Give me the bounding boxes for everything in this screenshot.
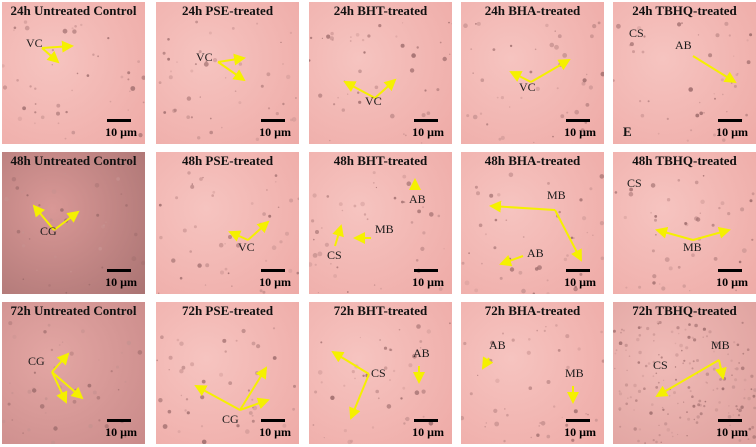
micrograph-panel: 48h BHT-treated AB MB CS 10 µm bbox=[309, 152, 452, 294]
annotation-label: AB bbox=[413, 346, 430, 360]
micrograph-image bbox=[461, 2, 604, 144]
annotation-label: MB bbox=[711, 338, 730, 352]
panel-title: 72h BHT-treated bbox=[333, 303, 428, 318]
micrograph-image bbox=[2, 302, 145, 444]
micrograph-image bbox=[156, 2, 299, 144]
annotation-label: MB bbox=[375, 222, 394, 236]
micrograph-panel: 72h PSE-treated CG 10 µm bbox=[156, 302, 299, 444]
annotation-label: VC bbox=[519, 80, 536, 94]
panel-title: 72h BHA-treated bbox=[484, 303, 581, 318]
scale-bar bbox=[718, 269, 742, 272]
micrograph-panel: 48h BHA-treated MB AB 10 µm bbox=[461, 152, 604, 294]
micrograph-panel: 48h TBHQ-treated CS MB 10 µm bbox=[613, 152, 756, 294]
micrograph-image bbox=[2, 2, 145, 144]
panel-title: 24h TBHQ-treated bbox=[632, 3, 737, 18]
micrograph-panel: 24h BHA-treated VC 10 µm bbox=[461, 2, 604, 144]
micrograph-panel: 72h Untreated Control CG 10 µm bbox=[2, 302, 145, 444]
annotation-label: AB bbox=[675, 38, 692, 52]
micrograph-image bbox=[461, 152, 604, 294]
scale-bar bbox=[414, 419, 438, 422]
scale-bar bbox=[566, 119, 590, 122]
panel-title: 72h PSE-treated bbox=[181, 303, 274, 318]
scale-bar bbox=[107, 269, 131, 272]
panel-title: 24h PSE-treated bbox=[181, 3, 274, 18]
annotation-label: CG bbox=[40, 224, 57, 238]
scale-label: 10 µm bbox=[716, 275, 748, 289]
panel-title: 72h Untreated Control bbox=[10, 303, 137, 318]
annotation-label: VC bbox=[196, 50, 213, 64]
annotation-label: AB bbox=[527, 246, 544, 260]
panel-title: 72h TBHQ-treated bbox=[632, 303, 737, 318]
annotation-label: CS bbox=[371, 366, 386, 380]
annotation-label: CG bbox=[222, 412, 239, 426]
micrograph-panel: 24h PSE-treated VC 10 µm bbox=[156, 2, 299, 144]
scale-bar bbox=[566, 419, 590, 422]
panel-title: 24h Untreated Control bbox=[10, 3, 137, 18]
micrograph-panel: 24h BHT-treated VC 10 µm bbox=[309, 2, 452, 144]
micrograph-image bbox=[613, 2, 756, 144]
panel-title: 48h PSE-treated bbox=[181, 153, 274, 168]
annotation-label: MB bbox=[547, 188, 566, 202]
annotation-label: CG bbox=[28, 354, 45, 368]
annotation-label: VC bbox=[238, 240, 255, 254]
scale-label: 10 µm bbox=[105, 275, 137, 289]
scale-label: 10 µm bbox=[564, 275, 596, 289]
micrograph-image bbox=[613, 302, 756, 444]
micrograph-image bbox=[156, 152, 299, 294]
micrograph-image bbox=[613, 152, 756, 294]
annotation-label: CS bbox=[327, 248, 342, 262]
scale-bar bbox=[107, 419, 131, 422]
scale-label: 10 µm bbox=[105, 425, 137, 439]
micrograph-image bbox=[156, 302, 299, 444]
annotation-label: CS bbox=[627, 176, 642, 190]
scale-bar bbox=[718, 119, 742, 122]
scale-label: 10 µm bbox=[716, 425, 748, 439]
scale-label: 10 µm bbox=[564, 425, 596, 439]
scale-label: 10 µm bbox=[259, 275, 291, 289]
scale-bar bbox=[566, 269, 590, 272]
scale-label: 10 µm bbox=[412, 275, 444, 289]
micrograph-panel: 72h BHA-treated AB MB 10 µm bbox=[461, 302, 604, 444]
scale-bar bbox=[414, 119, 438, 122]
annotation-label: AB bbox=[409, 192, 426, 206]
micrograph-panel: 72h BHT-treated AB CS 10 µm bbox=[309, 302, 452, 444]
scale-bar bbox=[414, 269, 438, 272]
annotation-label: MB bbox=[565, 366, 584, 380]
scale-label: 10 µm bbox=[412, 125, 444, 139]
annotation-label: CS bbox=[629, 26, 644, 40]
scale-label: 10 µm bbox=[259, 425, 291, 439]
annotation-label: VC bbox=[26, 36, 43, 50]
scale-label: 10 µm bbox=[564, 125, 596, 139]
scale-label: 10 µm bbox=[716, 125, 748, 139]
panel-title: 48h BHA-treated bbox=[484, 153, 581, 168]
micrograph-panel: 24h Untreated Control VC 10 µm bbox=[2, 2, 145, 144]
micrograph-panel: 24h TBHQ-treated CS AB 10 µm E bbox=[613, 2, 756, 144]
scale-label: 10 µm bbox=[412, 425, 444, 439]
panel-letter: E bbox=[623, 124, 632, 139]
panel-title: 48h TBHQ-treated bbox=[632, 153, 737, 168]
annotation-label: CS bbox=[653, 358, 668, 372]
annotation-label: VC bbox=[365, 94, 382, 108]
scale-bar bbox=[261, 269, 285, 272]
panel-title: 24h BHT-treated bbox=[333, 3, 428, 18]
panel-title: 48h Untreated Control bbox=[10, 153, 137, 168]
panel-title: 24h BHA-treated bbox=[484, 3, 581, 18]
scale-bar bbox=[261, 419, 285, 422]
scale-bar bbox=[107, 119, 131, 122]
scale-label: 10 µm bbox=[105, 125, 137, 139]
micrograph-panel: 48h PSE-treated VC 10 µm bbox=[156, 152, 299, 294]
micrograph-image bbox=[2, 152, 145, 294]
micrograph-panel: 72h TBHQ-treated CS MB 10 µm bbox=[613, 302, 756, 444]
micrograph-panel: 48h Untreated Control CG 10 µm bbox=[2, 152, 145, 294]
annotation-label: AB bbox=[489, 338, 506, 352]
scale-label: 10 µm bbox=[259, 125, 291, 139]
micrograph-image bbox=[309, 2, 452, 144]
annotation-label: MB bbox=[683, 240, 702, 254]
scale-bar bbox=[718, 419, 742, 422]
scale-bar bbox=[261, 119, 285, 122]
panel-title: 48h BHT-treated bbox=[333, 153, 428, 168]
